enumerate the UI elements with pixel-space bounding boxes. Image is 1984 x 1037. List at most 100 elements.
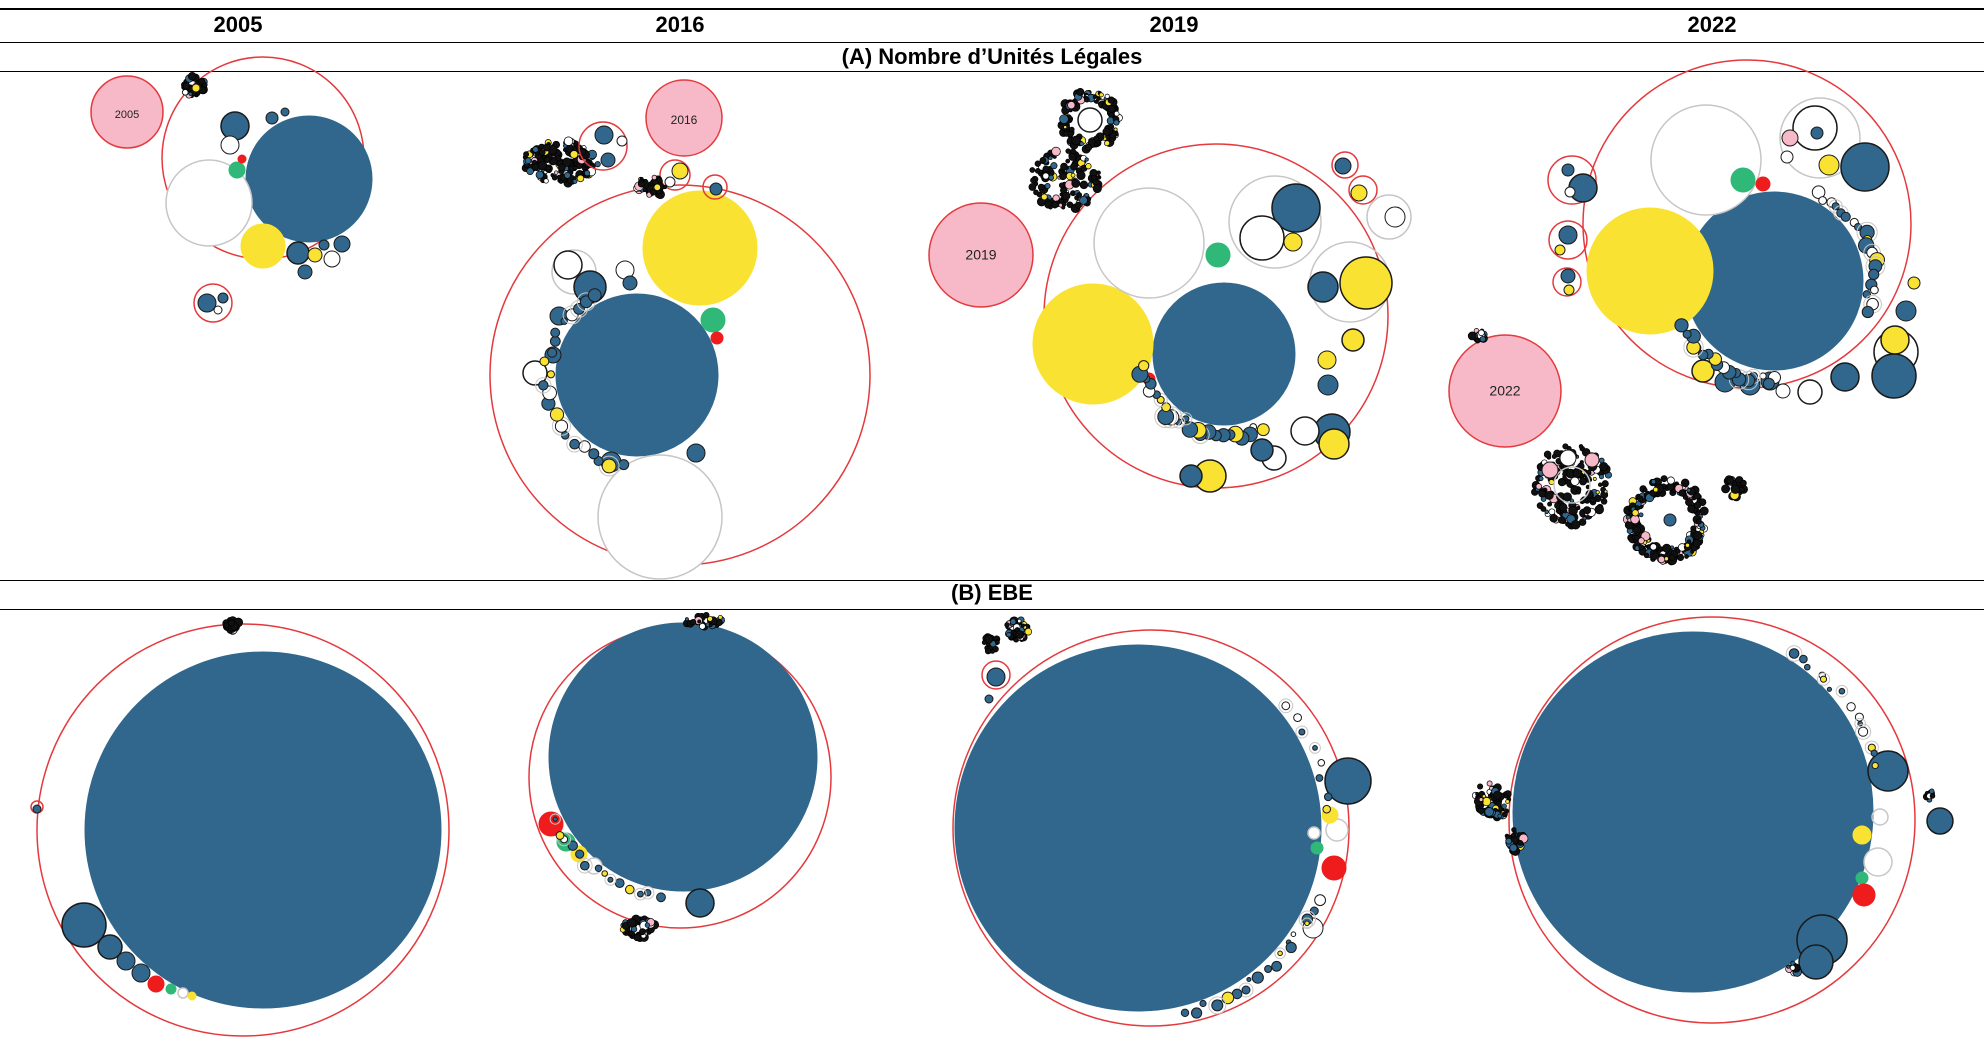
blob-2022-bottom-dot <box>1631 509 1639 517</box>
arc-2019-ring <box>1153 392 1168 407</box>
blob-b-2022-left-dot <box>1478 797 1484 802</box>
arc-2016-bubble <box>546 370 556 379</box>
arc-b-2019-bubble <box>1180 1008 1190 1017</box>
arc-b-2019-bubble <box>1221 991 1235 1005</box>
arc-2016-bubble <box>549 335 561 347</box>
bubble-b-2022-red <box>1852 883 1876 907</box>
arc-2022-r-bubble <box>1818 196 1827 205</box>
bubble-2005-blue <box>286 241 310 265</box>
bubble-2005-blue <box>220 111 250 141</box>
arc-2016-ring <box>566 435 583 453</box>
arc-2022-b-bubble <box>1682 329 1692 339</box>
bubble-2022-yellow <box>1586 207 1714 335</box>
blob-2022-bottom-dot <box>1638 512 1644 518</box>
blob-2019-left-dot <box>1061 201 1067 207</box>
blob-b-2005-top-dot <box>228 619 236 627</box>
blob-2019-left-dot <box>1062 191 1071 200</box>
bubble-b-2019-blue <box>984 694 994 704</box>
blob-2016-left-dot <box>542 143 551 152</box>
bubble-2016-blue <box>600 152 616 168</box>
arc-b-2022-bubble <box>1858 726 1869 737</box>
arc-2016-bubble <box>618 459 630 471</box>
blob-2019-top-dot <box>1076 87 1085 96</box>
arc-b-2016-ring <box>549 813 561 825</box>
blob-2022-bottom-left-dot <box>1578 444 1584 449</box>
blob-2019-top-dot <box>1113 110 1120 117</box>
blob-2022-bottom-dot <box>1684 554 1689 559</box>
bubble-2022-yellow <box>1554 244 1566 256</box>
blob-b-2016-bottom-dot <box>628 930 634 936</box>
bubble-2019-green <box>1205 242 1231 268</box>
blob-2022-bottom-dot <box>1685 498 1694 507</box>
blob-b-2022-left2-dot <box>1517 839 1524 846</box>
blob-2019-left-dot <box>1039 170 1043 174</box>
blob-2019-top-dot <box>1102 127 1111 136</box>
bubble-b-2016-blue-large <box>548 622 818 892</box>
blob-2022-bottom-dot <box>1650 479 1657 485</box>
arc-b-2019-bubble <box>1251 971 1264 984</box>
blob-b-2022-left-dot <box>1486 780 1493 787</box>
blob-2016-left <box>521 136 601 188</box>
arc-2022-r-bubble <box>1861 305 1874 319</box>
arc-b-2019-r-bubble <box>1298 728 1306 736</box>
blob-2019-top-dot <box>1107 96 1115 104</box>
cluster-2016-label-circle <box>645 79 723 157</box>
blob-2019-left-dot <box>1033 189 1039 196</box>
cluster-2016-label: 2016 <box>671 113 698 127</box>
blob-2022-bottom-dot <box>1643 552 1650 559</box>
bubble-2022-blue <box>1895 300 1917 322</box>
blob-2022-bottom-dot <box>1638 544 1645 550</box>
blob-2019-top-dot <box>1113 127 1118 132</box>
outline-2005-small <box>193 283 233 323</box>
arc-b-2019-r-ring <box>1295 725 1309 739</box>
blob-b-2022-bottom-dot <box>1789 964 1796 971</box>
blob-b-2019-small-dot <box>981 640 987 645</box>
blob-2019-top-dot <box>1063 130 1070 137</box>
bubble-2022-yellow <box>1907 276 1921 290</box>
blob-2019-left-dot <box>1042 165 1050 173</box>
bubble-2022-white-large <box>1650 104 1762 216</box>
blob-b-2022-left-dot <box>1503 793 1509 799</box>
outline-2016-cluster <box>659 159 691 191</box>
panel-b-2016 <box>528 611 832 942</box>
outline-2022-cluster <box>1547 155 1597 205</box>
bubble-2022-blue <box>1840 142 1890 192</box>
bubble-2022-yellow <box>1563 284 1575 296</box>
blob-2019-top-dot <box>1104 140 1110 147</box>
blob-2022-bottom-left-dot <box>1556 509 1561 514</box>
blob-b-2022-bottom-dot <box>1786 964 1791 969</box>
blob-b-2016-top-dot <box>699 622 706 630</box>
blob-2022-bottom-dot <box>1656 549 1661 554</box>
blob-2019-left-dot <box>1048 174 1054 181</box>
arc-b-2022-ring <box>1785 645 1803 662</box>
blob-2022-bottom-left-dot <box>1535 483 1542 490</box>
blob-2022-bottom-left-dot <box>1544 490 1554 500</box>
arc-2016-bubble <box>578 440 591 453</box>
arc-2016-bubble <box>601 458 617 474</box>
blob-2022-bottom-dot <box>1637 537 1645 545</box>
bubble-2016-blue <box>686 443 706 463</box>
blob-b-2022-left-dot <box>1502 811 1508 818</box>
blob-2019-left-dot <box>1065 148 1071 154</box>
bubble-2016-white <box>664 176 676 188</box>
blob-2022-right <box>1721 475 1748 502</box>
arc-2022-r-bubble <box>1868 268 1880 280</box>
blob-b-2022-left-dot <box>1475 791 1480 796</box>
bubble-2022-blue <box>1810 126 1824 140</box>
bubble-b-2016-blue <box>685 888 715 918</box>
arc-2022-b-bubble <box>1674 318 1689 333</box>
arc-2019-bubble <box>1181 421 1199 438</box>
blob-2016-mid-dot <box>649 188 657 196</box>
blob-2022-bottom-dot <box>1637 495 1644 502</box>
bubble-b-2022-blue <box>1867 750 1909 792</box>
bubble-b-2005-blue <box>97 934 123 960</box>
arc-2016-bubble <box>550 327 561 338</box>
bubble-2019-yellow <box>1032 283 1154 405</box>
blob-2016-left-dot <box>558 163 566 172</box>
bubble-2019-blue <box>1307 271 1339 303</box>
arc-b-2019-bubble <box>1271 960 1282 972</box>
column-header-2022: 2022 <box>1687 12 1737 37</box>
blob-b-2019-top <box>1004 616 1033 643</box>
blob-b-2022-left2-dot <box>1505 837 1513 845</box>
blob-b-2016-top <box>683 611 725 631</box>
